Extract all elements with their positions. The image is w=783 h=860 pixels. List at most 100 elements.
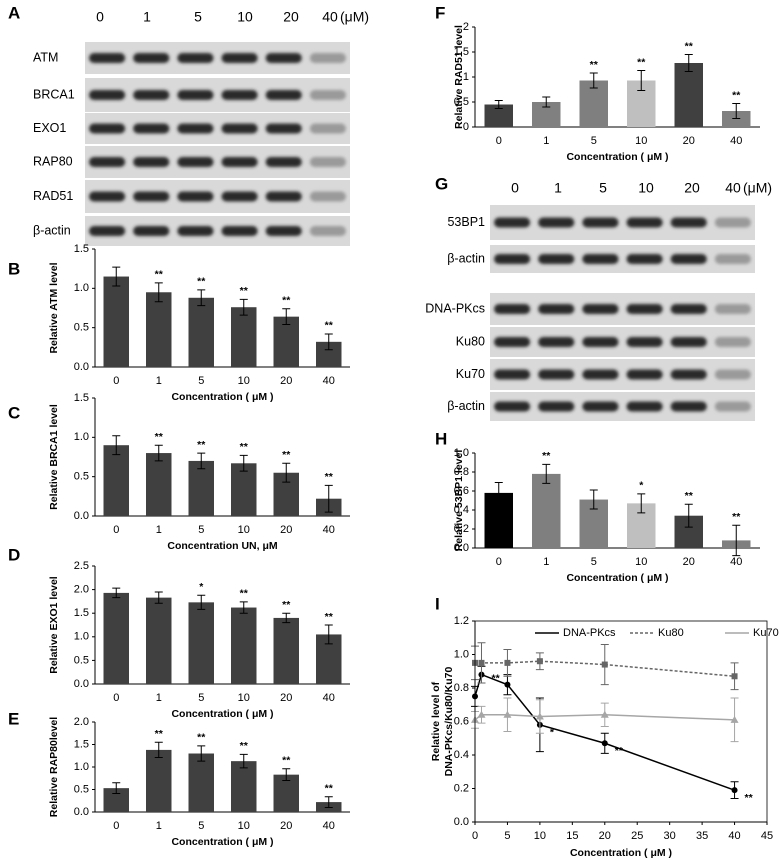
bar — [103, 445, 129, 516]
blot-band — [582, 217, 619, 228]
blot-band — [626, 254, 663, 264]
blot-band — [221, 157, 258, 167]
y-tick-label: 0.0 — [74, 806, 89, 818]
blot-band — [309, 123, 346, 134]
error-bar — [197, 594, 206, 610]
error-bar — [282, 462, 291, 483]
blot-band — [538, 401, 575, 412]
blot-band — [670, 369, 707, 380]
panel-label: H — [435, 429, 447, 448]
significance: ** — [637, 56, 646, 68]
blot-band — [582, 304, 619, 314]
error-bar — [494, 481, 503, 504]
lane-label: 5 — [194, 9, 202, 25]
legend-label: Ku80 — [658, 627, 684, 639]
legend-label: Ku70 — [753, 627, 779, 639]
bar — [532, 473, 561, 548]
x-tick-label: 1 — [156, 820, 162, 832]
y-tick-label: 0.0 — [74, 678, 89, 690]
blot-band — [538, 254, 575, 264]
blot-band — [221, 123, 258, 134]
x-tick-label: 5 — [198, 524, 204, 536]
blot-band — [626, 369, 663, 380]
blot-band — [494, 401, 531, 412]
y-tick-label: 2.0 — [74, 584, 89, 596]
y-tick-label: 1.2 — [454, 615, 469, 627]
x-axis-label: Concentration ( μM ) — [566, 151, 668, 163]
lane-unit: (μM) — [340, 9, 369, 25]
blot-band — [133, 191, 170, 202]
x-tick-label: 30 — [664, 830, 676, 842]
point — [600, 710, 609, 718]
x-tick-label: 5 — [591, 556, 597, 568]
blot-band — [265, 53, 302, 63]
blot-band — [309, 157, 346, 167]
point — [477, 710, 486, 718]
error-bar — [324, 624, 333, 645]
significance: ** — [282, 295, 291, 307]
bar — [273, 617, 299, 684]
significance: ** — [155, 728, 164, 740]
y-tick-label: 1.0 — [74, 282, 89, 294]
x-tick-label: 40 — [728, 830, 740, 842]
blot-band — [177, 53, 214, 63]
x-tick-label: 0 — [113, 375, 119, 387]
panel-label: F — [435, 3, 445, 22]
y-tick-label: 0.8 — [454, 466, 469, 478]
point — [731, 673, 738, 680]
blot-band — [670, 217, 707, 228]
point — [730, 715, 739, 723]
x-tick-label: 40 — [730, 556, 742, 568]
blot-strip — [85, 113, 350, 144]
y-axis-label: Relative level of — [430, 681, 442, 761]
y-tick-label: 2 — [463, 21, 469, 33]
blot-band — [177, 123, 214, 134]
error-bar — [197, 452, 206, 470]
significance: ** — [325, 320, 334, 332]
x-tick-label: 0 — [113, 524, 119, 536]
x-tick-label: 40 — [730, 135, 742, 147]
significance: ** — [282, 599, 291, 611]
blot-band — [494, 254, 531, 264]
x-tick-label: 20 — [280, 375, 292, 387]
significance: ** — [685, 40, 694, 52]
error-bar — [637, 493, 646, 514]
blot-band — [538, 217, 575, 228]
x-tick-label: 15 — [566, 830, 578, 842]
y-axis-label: Relative RAP80level — [48, 717, 60, 817]
blot-band — [626, 304, 663, 314]
blot-strip — [490, 359, 755, 390]
lane-label: 0 — [511, 180, 519, 196]
y-tick-label: 0.6 — [454, 485, 469, 497]
point — [731, 787, 738, 794]
lane-label: 10 — [638, 180, 654, 196]
y-axis-label: DNA-PKcs/Ku80/Ku70 — [443, 666, 455, 776]
significance: ** — [240, 588, 249, 600]
y-tick-label: 1.0 — [74, 761, 89, 773]
row-label: 53BP1 — [447, 215, 485, 229]
significance: ** — [325, 471, 334, 483]
x-tick-label: 1 — [543, 135, 549, 147]
blot-band — [714, 337, 751, 347]
significance: ** — [745, 792, 754, 804]
row-label: RAP80 — [33, 154, 73, 168]
blot-strip — [85, 146, 350, 178]
panel-label: B — [8, 259, 20, 278]
significance: ** — [325, 782, 334, 794]
x-tick-label: 0 — [113, 820, 119, 832]
x-tick-label: 20 — [599, 830, 611, 842]
significance: ** — [732, 89, 741, 101]
x-tick-label: 40 — [323, 524, 335, 536]
row-label: DNA-PKcs — [425, 301, 485, 315]
error-bar — [112, 435, 121, 456]
x-tick-label: 35 — [696, 830, 708, 842]
bar — [146, 749, 172, 812]
error-bar — [239, 753, 248, 769]
blot-band — [714, 304, 751, 314]
blot-band — [221, 226, 258, 236]
x-tick-label: 40 — [323, 692, 335, 704]
series-line — [474, 673, 735, 791]
error-bar — [494, 100, 503, 109]
blot-band — [714, 369, 751, 380]
error-bar — [282, 768, 291, 781]
